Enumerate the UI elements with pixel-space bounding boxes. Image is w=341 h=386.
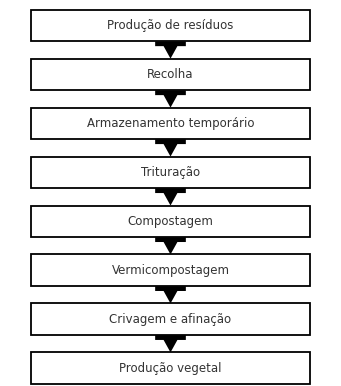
Bar [31, 108, 310, 139]
Text: Armazenamento temporário: Armazenamento temporário [87, 117, 254, 130]
Polygon shape [155, 90, 186, 108]
Polygon shape [155, 41, 186, 59]
Text: Trituração: Trituração [141, 166, 200, 179]
Text: Recolha: Recolha [147, 68, 194, 81]
Bar [31, 205, 310, 237]
Polygon shape [155, 286, 186, 303]
Polygon shape [155, 237, 186, 254]
Polygon shape [155, 139, 186, 157]
Bar [31, 157, 310, 188]
Bar [31, 303, 310, 335]
Text: Crivagem e afinação: Crivagem e afinação [109, 313, 232, 326]
Polygon shape [155, 335, 186, 352]
Text: Produção vegetal: Produção vegetal [119, 362, 222, 375]
Bar [31, 10, 310, 41]
Bar [31, 254, 310, 286]
Text: Produção de resíduos: Produção de resíduos [107, 19, 234, 32]
Polygon shape [155, 188, 186, 205]
Text: Compostagem: Compostagem [128, 215, 213, 228]
Text: Vermicompostagem: Vermicompostagem [112, 264, 229, 277]
Bar [31, 352, 310, 384]
Bar [31, 59, 310, 90]
